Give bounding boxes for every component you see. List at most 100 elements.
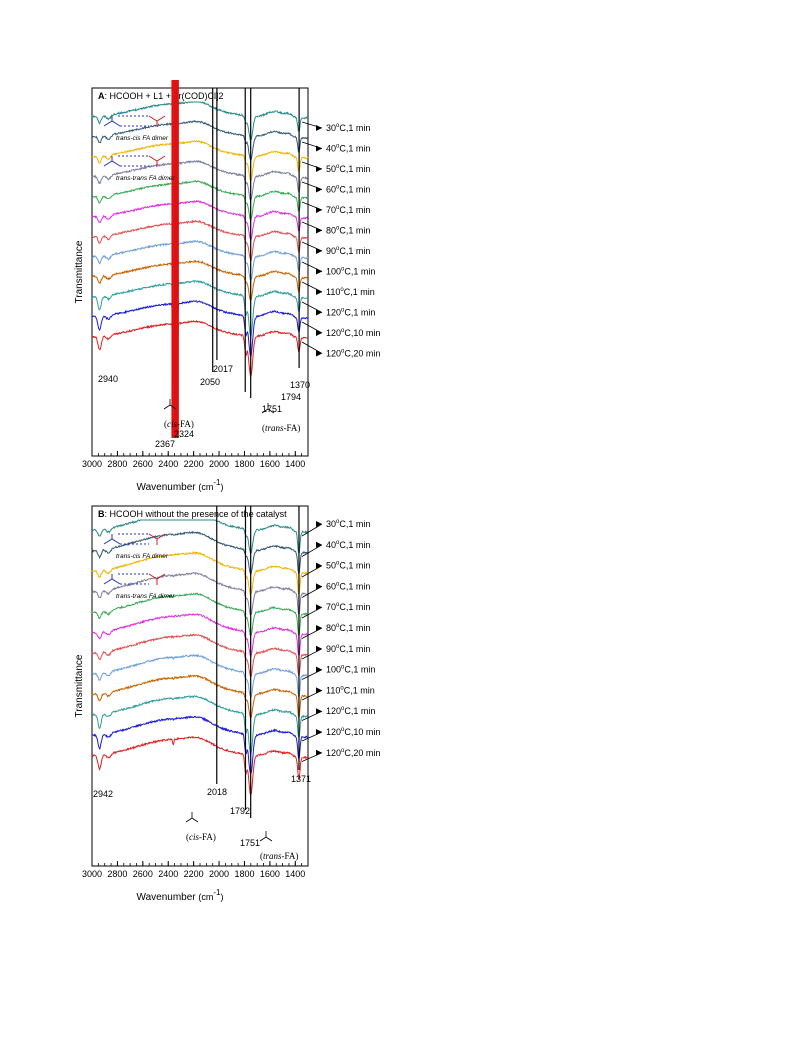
spectrum-line [91,674,309,719]
legend-arrowhead [316,604,322,611]
peak-label: 2942 [93,789,113,799]
spectrum-line [91,100,309,141]
peak-label: 2324 [174,429,194,439]
spectrum-line [91,179,309,223]
legend-entry: 40oC,1 min [326,144,370,154]
legend-pointer [301,544,323,557]
legend-arrowhead [316,645,322,652]
legend-pointer [301,627,323,639]
spectrum-line [91,259,309,301]
legend-arrowhead [316,729,322,735]
spectrum-line [91,219,309,262]
fa-dimer-structure [103,533,166,545]
x-tick-label: 2800 [107,459,127,469]
peak-label: 2940 [98,374,118,384]
legend-arrowhead [316,268,322,275]
peak-label: 1371 [291,774,311,784]
legend-arrowhead [316,541,322,548]
legend-entry: 120oC,1 min [326,308,375,318]
legend-entry: 60oC,1 min [326,185,370,195]
dimer-label-trans-trans: trans-trans FA dimer [116,593,175,600]
x-tick-label: 2600 [133,869,153,879]
spectrum-line [92,572,309,617]
legend-pointer [301,586,323,598]
legend-entry: 110oC,1 min [326,287,375,297]
legend-arrowhead [316,562,322,569]
legend-pointer [301,301,323,313]
peak-label: 2017 [213,364,233,374]
spectrum-line [91,139,309,182]
x-tick-label: 2200 [184,869,204,879]
peak-label: 2367 [155,439,175,449]
legend-arrowhead [316,125,322,131]
legend-entry: 30oC,1 min [326,123,370,133]
legend-entry: 90oC,1 min [326,246,370,256]
y-axis-label: Transmittance [74,240,85,303]
legend-arrowhead [316,350,322,357]
legend-arrowhead [316,166,322,172]
dimer-label-trans-trans: trans-trans FA dimer [116,175,175,182]
x-tick-label: 1800 [234,459,254,469]
peak-label: 1751 [240,838,260,848]
spectrum-line [91,551,309,597]
x-axis-label: Wavenumber (cm-1) [137,888,224,903]
fa-dimer-structure [103,573,166,585]
legend-arrowhead [316,625,322,631]
x-tick-label: 2400 [158,459,178,469]
panel-title: B: HCOOH without the presence of the cat… [98,509,287,519]
legend-arrowhead [316,687,322,694]
legend-entry: 70oC,1 min [326,602,370,612]
spectrum-line [91,633,309,678]
dimer-label-trans-cis: trans-cis FA dimer [116,135,169,142]
formic-acid-structure [261,403,275,414]
panel-b-chart: 3000 2800 2600 2400 2200 2000 1800 1600 1400 Wave… [74,505,380,903]
legend-arrowhead [316,583,322,590]
legend-pointer [301,321,323,334]
spectrum-line [92,519,309,556]
legend-pointer [301,523,323,537]
panel-title: A: HCOOH + L1 + [Ir(COD)Cl]2 [98,91,224,101]
legend-pointer [301,565,323,578]
legend-entry: 100oC,1 min [326,267,375,277]
legend-entry: 90oC,1 min [326,644,370,654]
x-tick-label: 1400 [285,869,305,879]
legend-arrowhead [316,309,322,316]
peak-label: 1751 [262,404,282,414]
peak-label: 1794 [281,392,301,402]
peak-label: 2050 [200,377,220,387]
x-tick-label: 2600 [133,459,153,469]
legend-entry: 120oC,20 min [326,349,380,359]
x-tick-label: 3000 [82,869,102,879]
legend-arrowhead [316,227,322,234]
spectrum-line [91,695,309,756]
legend-pointer [301,606,323,619]
formic-acid-structure [259,831,273,842]
legend-entry: 50oC,1 min [326,164,370,174]
peak-label: 1370 [290,380,310,390]
x-tick-label: 1600 [260,869,280,879]
dimer-label-trans-cis: trans-cis FA dimer [116,553,169,560]
legend-arrowhead [316,521,322,527]
legend-arrowhead [316,330,322,336]
fa-dimer-structure [103,155,166,167]
spectrum-line [91,613,309,658]
legend-entry: 110oC,1 min [326,685,375,695]
x-tick-label: 2000 [209,869,229,879]
x-tick-label: 2000 [209,459,229,469]
spectrum-line [91,240,309,282]
x-tick-label: 3000 [82,459,102,469]
legend-entry: 120oC,1 min [326,706,375,716]
x-tick-label: 2800 [107,869,127,879]
peak-label: 1792 [230,806,250,816]
panel-a-chart: 3000 2800 2600 2400 2200 2000 1800 1600 1400 Wave… [74,80,380,493]
spectrum-line [91,159,309,203]
formic-acid-structure [163,399,177,410]
x-tick-label: 2200 [184,459,204,469]
legend-arrowhead [316,749,322,756]
legend-entry: 120oC,20 min [326,748,380,758]
legend-entry: 80oC,1 min [326,623,370,633]
fa-dimer-structure [103,115,166,127]
spectrum-line [91,715,309,776]
legend-entry: 80oC,1 min [326,226,370,236]
